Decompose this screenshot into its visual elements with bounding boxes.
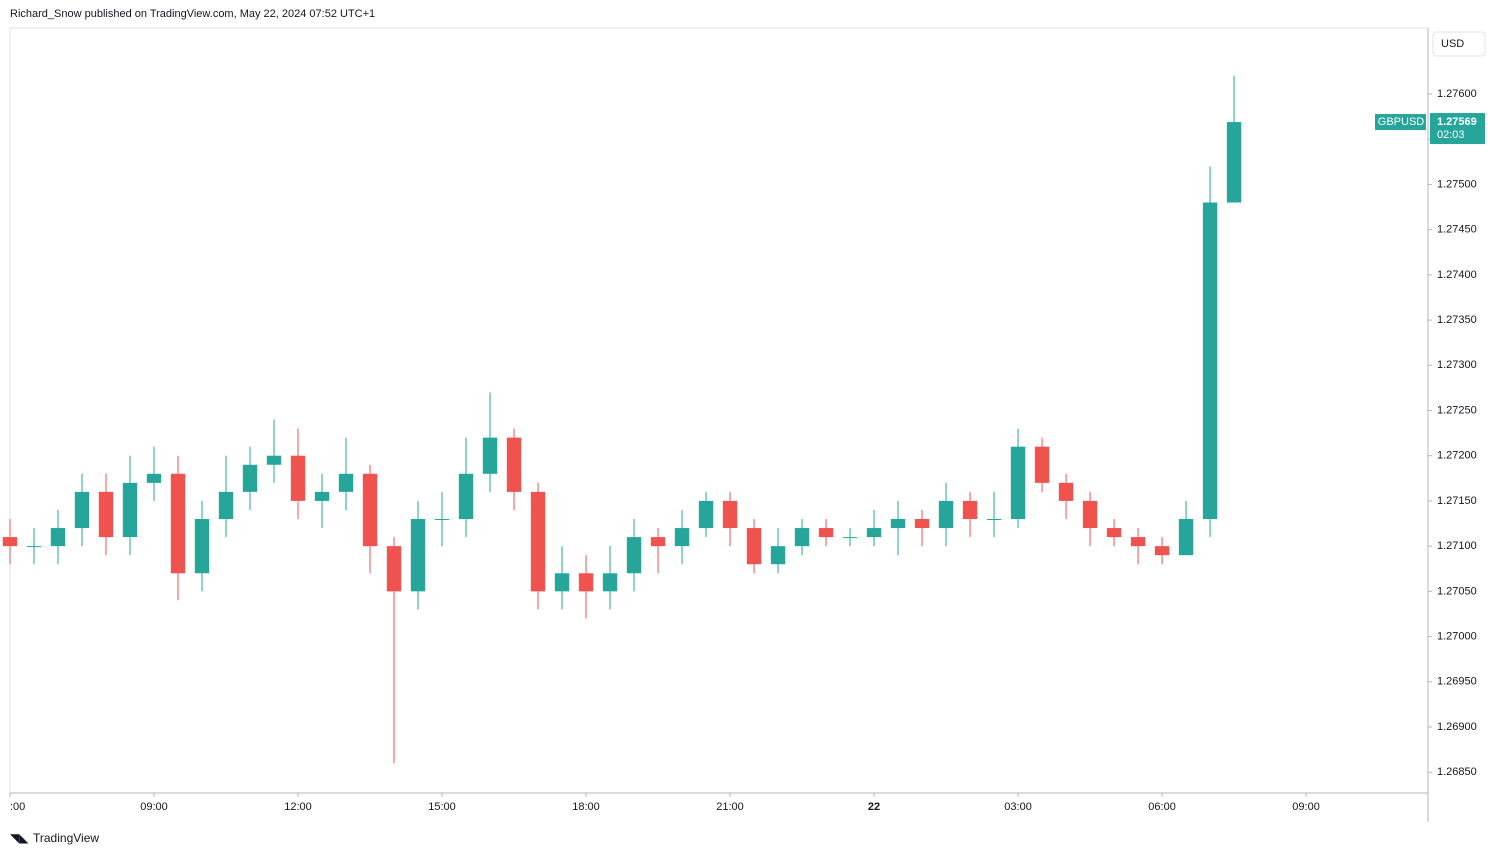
candle-body [1130,537,1146,547]
currency: USD [1441,38,1464,50]
y-tick-label: 1.27150 [1437,495,1477,507]
candle-body [1058,482,1074,501]
y-tick-label: 1.27200 [1437,450,1477,462]
candle-body [338,473,354,492]
candle-body [410,519,426,592]
y-tick-label: 1.26900 [1437,721,1477,733]
candle-body [674,528,690,547]
y-tick-label: 1.27050 [1437,585,1477,597]
candle-body [578,573,594,592]
candle-body [626,537,642,574]
candle-body [962,500,978,520]
candle-body [242,464,258,492]
candle-body [770,546,786,565]
candle-body [866,528,882,538]
last-price-label: 1.27569 [1437,116,1477,128]
candle-body [314,491,330,501]
y-tick-label: 1.27500 [1437,178,1477,190]
candle-body [98,491,114,538]
x-tick-label: 12:00 [284,801,312,813]
y-tick-label: 1.27100 [1437,540,1477,552]
candle-body [146,473,162,483]
candle-body [1034,446,1050,483]
candle-body [1178,519,1194,556]
x-tick-label: 09:00 [140,801,168,813]
y-tick-label: 1.26950 [1437,676,1477,688]
candle-body [1082,500,1098,529]
x-tick-label: 15:00 [428,801,456,813]
brand-logo: ◥◣ [10,831,29,845]
y-tick-label: 1.27300 [1437,359,1477,371]
last-price-badge [1430,113,1485,145]
candle-body [26,546,42,548]
candle-body [458,473,474,520]
candle-body [938,500,954,529]
candle-body [698,500,714,529]
candle-body [722,500,738,529]
symbol-badge [1375,114,1426,131]
candle-body [218,491,234,520]
x-tick-label: 21:00 [716,801,744,813]
footer-brand: TradingView [33,831,99,845]
candle-body [890,519,906,529]
y-tick-label: 1.27250 [1437,404,1477,416]
candle-body [1226,122,1242,203]
symbol-label: GBPUSD [1378,116,1425,128]
currency-box[interactable] [1432,31,1486,57]
candle-body [818,528,834,538]
candle-body [386,546,402,592]
candle-body [746,528,762,565]
candle-body [170,473,186,574]
candle-body [1010,446,1026,520]
candle-body [74,491,90,529]
x-tick-label: 18:00 [572,801,600,813]
y-tick-label: 1.27400 [1437,269,1477,281]
publish-info: Richard_Snow published on TradingView.co… [10,8,375,20]
candle-body [650,537,666,547]
candle-body [362,473,378,547]
y-tick-label: 1.27350 [1437,314,1477,326]
x-tick-label: :00 [10,801,25,813]
y-tick-label: 1.27450 [1437,224,1477,236]
candle-body [266,455,282,465]
x-tick-label: 06:00 [1148,801,1176,813]
y-tick-label: 1.27000 [1437,630,1477,642]
candle-body [482,437,498,474]
x-tick-label: 09:00 [1292,801,1320,813]
candle-body [602,573,618,592]
y-tick-label: 1.27600 [1437,88,1477,100]
candle-body [50,528,66,547]
candle-body [530,491,546,592]
candle-body [194,519,210,574]
candle-body [2,537,18,547]
candle-body [122,482,138,538]
candle-body [842,537,858,539]
x-tick-label: 03:00 [1004,801,1032,813]
x-tick-label: 22 [868,801,880,813]
countdown: 02:03 [1437,129,1465,141]
candle-body [506,437,522,492]
candle-body [434,519,450,521]
candle-body [1202,202,1218,520]
candle-body [794,528,810,547]
candle-body [1106,528,1122,538]
candle-body [290,455,306,501]
candle-body [554,573,570,592]
candle-body [986,519,1002,521]
y-tick-label: 1.26850 [1437,766,1477,778]
candle-body [1154,546,1170,556]
candle-body [914,519,930,529]
